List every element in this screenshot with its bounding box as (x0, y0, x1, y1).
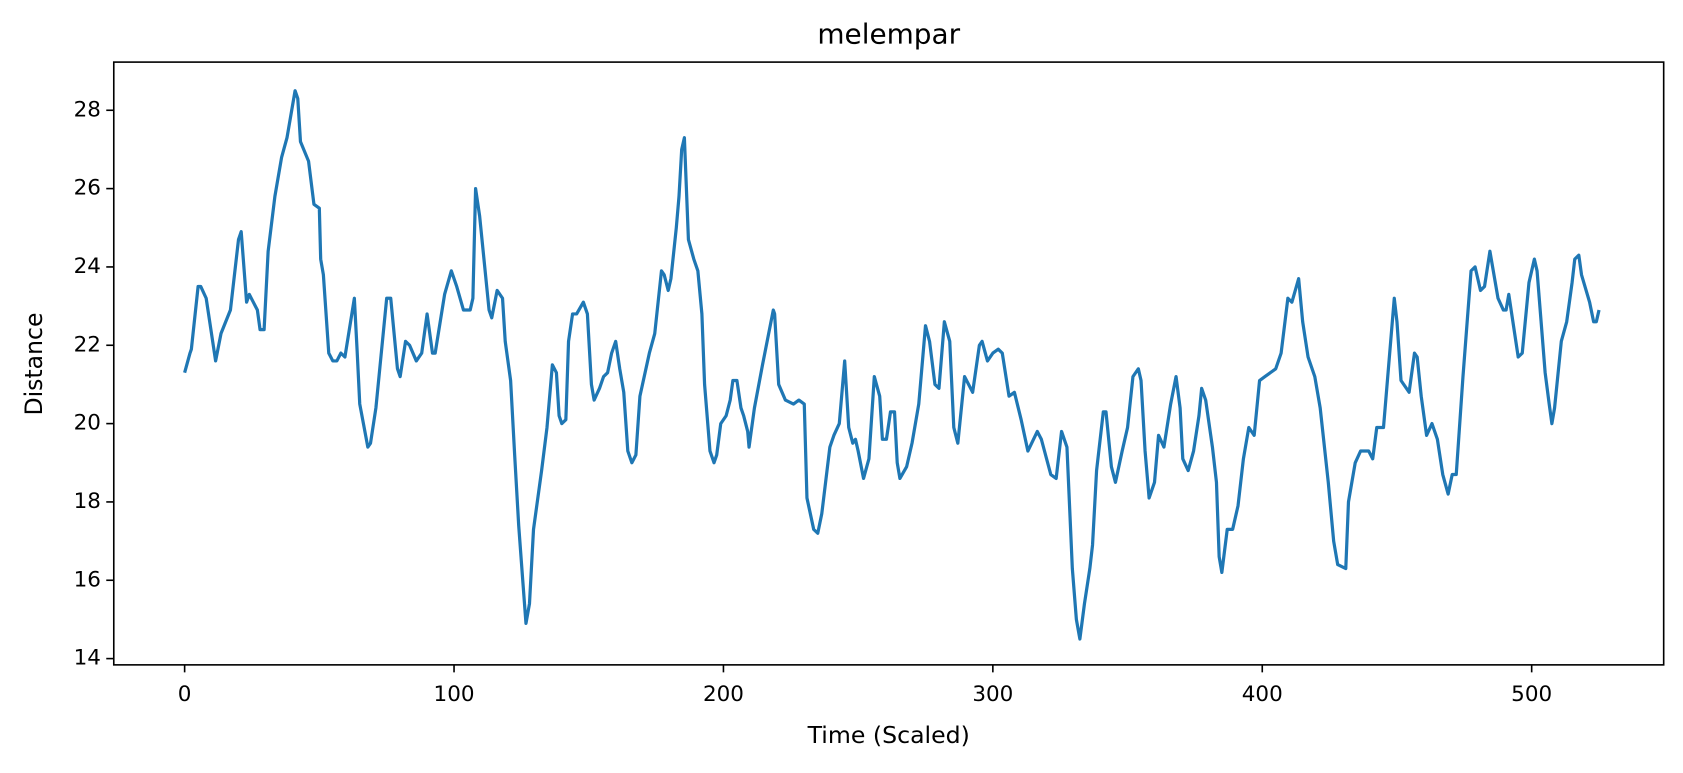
chart-title: melempar (817, 17, 960, 50)
x-tick-label: 100 (434, 682, 475, 707)
y-tick-label: 22 (74, 332, 101, 357)
data-line (183, 89, 1601, 641)
y-tick-label: 26 (74, 176, 101, 201)
y-tick-label: 14 (74, 646, 101, 671)
y-tick-label: 16 (74, 567, 101, 592)
x-tick-label: 0 (178, 682, 192, 707)
y-tick-label: 24 (74, 254, 101, 279)
x-axis-label: Time (Scaled) (807, 721, 970, 749)
y-tick-label: 28 (74, 97, 101, 122)
x-tick-label: 500 (1511, 682, 1552, 707)
plot-frame (112, 61, 1665, 666)
y-tick-label: 18 (74, 489, 101, 514)
x-tick-label: 200 (703, 682, 744, 707)
x-tick-label: 300 (972, 682, 1013, 707)
x-tick-label: 400 (1242, 682, 1283, 707)
y-axis-label: Distance (20, 313, 48, 416)
y-tick-label: 20 (74, 411, 101, 436)
